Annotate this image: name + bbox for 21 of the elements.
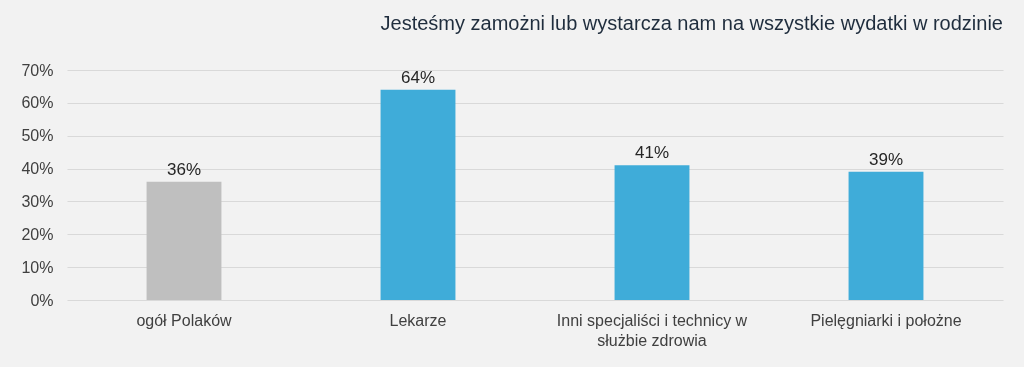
data-label: 41% [634,143,670,163]
y-tick-label: 60% [21,94,54,112]
chart-title: Jesteśmy zamożni lub wystarcza nam na wszystkie wydatki w rodzinie [380,12,1003,34]
bar [380,89,456,300]
y-tick-label: 40% [21,160,54,178]
x-tick-label: Inni specjaliści i technicy w służbie zdrowia [556,311,748,349]
x-tick-label: Lekarze [389,311,447,329]
x-tick-label: Pielęgniarki i położne [810,311,962,329]
y-tick-label: 10% [21,258,54,276]
data-label: 39% [868,149,904,169]
bar [146,181,222,300]
data-label: 64% [400,67,436,87]
y-tick-label: 30% [21,192,54,210]
y-tick-label: 20% [21,225,54,243]
y-tick-label: 0% [30,291,54,309]
bar [848,171,924,300]
y-tick-label: 50% [21,127,54,145]
data-label: 36% [166,159,202,179]
x-tick-label: ogół Polaków [136,311,233,329]
y-tick-label: 70% [21,61,54,79]
bar [614,165,690,300]
